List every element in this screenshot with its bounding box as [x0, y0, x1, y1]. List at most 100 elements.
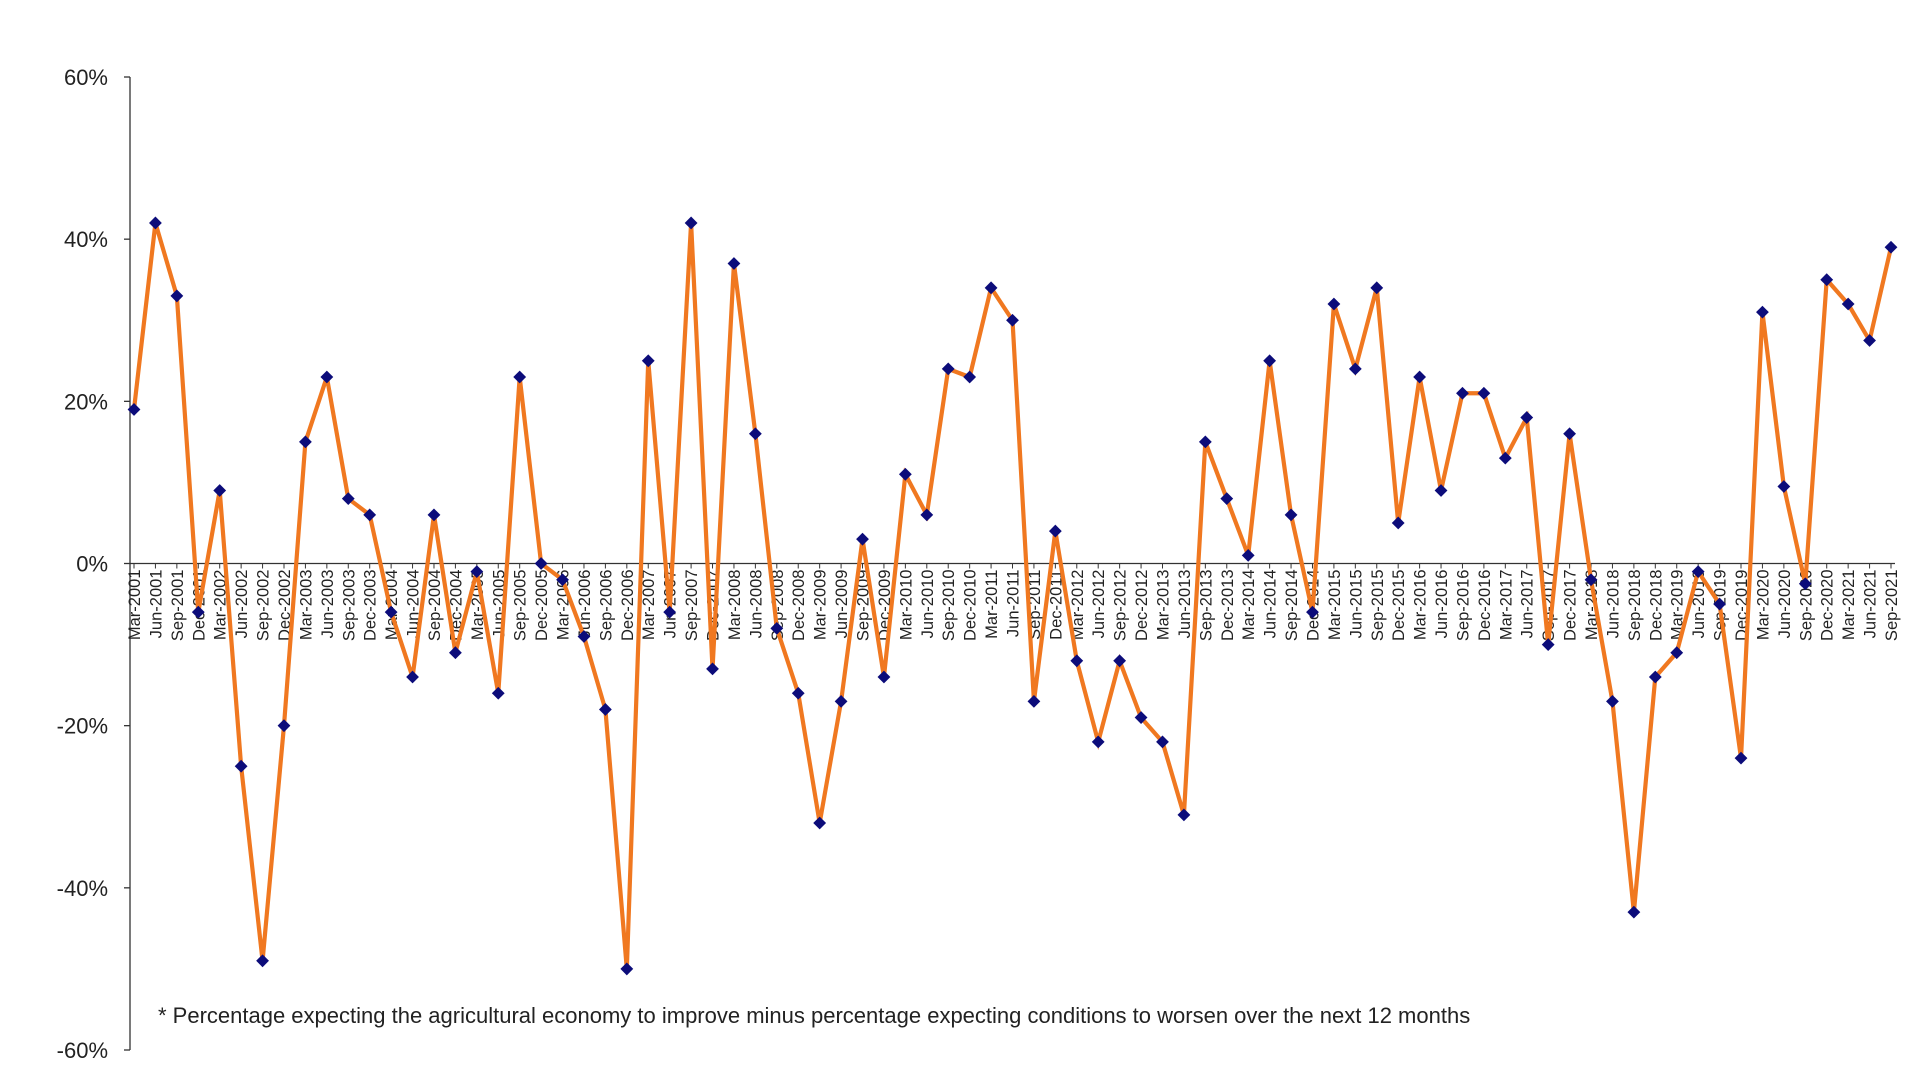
x-tick-label: Sep-2018 — [1626, 570, 1644, 642]
x-tick-label: Dec-2008 — [790, 570, 808, 642]
data-point — [1306, 605, 1319, 619]
data-point — [556, 573, 569, 587]
data-point — [1177, 808, 1191, 822]
x-tick-label: Jun-2003 — [319, 570, 337, 639]
data-point — [256, 954, 269, 968]
data-point — [1541, 638, 1555, 651]
x-tick-label: Sep-2015 — [1369, 570, 1387, 642]
x-tick-label: Jun-2002 — [233, 570, 251, 639]
x-tick-label: Dec-2011 — [1047, 570, 1065, 640]
data-point — [1627, 905, 1641, 919]
data-point — [1520, 411, 1534, 424]
data-point — [1798, 577, 1812, 591]
data-point — [1284, 508, 1298, 522]
x-tick-label: Mar-2013 — [1154, 570, 1172, 641]
x-tick-label: Sep-2010 — [940, 570, 958, 642]
data-point — [1498, 451, 1512, 465]
x-tick-label: Mar-2011 — [983, 570, 1001, 639]
x-tick-label: Jun-2017 — [1519, 570, 1537, 639]
data-point — [1327, 297, 1341, 311]
x-tick-label: Dec-2003 — [362, 570, 380, 642]
x-tick-label: Mar-2016 — [1412, 570, 1430, 641]
data-point — [1691, 565, 1705, 579]
x-tick-label: Jun-2006 — [576, 570, 594, 639]
x-tick-label: Jun-2013 — [1176, 570, 1194, 639]
data-point — [427, 508, 441, 522]
y-tick-label: 0% — [76, 552, 108, 577]
data-point — [1027, 694, 1041, 708]
x-tick-label: Jun-2008 — [747, 570, 765, 639]
data-point — [149, 216, 162, 230]
data-point — [127, 403, 141, 416]
x-tick-label: Jun-2014 — [1262, 570, 1280, 639]
data-point — [1263, 354, 1277, 368]
x-tick-label: Sep-2021 — [1883, 570, 1901, 642]
x-tick-label: Jun-2010 — [919, 570, 937, 639]
x-tick-label: Sep-2020 — [1797, 570, 1815, 642]
data-point — [1134, 711, 1148, 724]
x-tick-label: Mar-2007 — [640, 570, 658, 641]
data-point — [641, 354, 655, 368]
x-tick-label: Mar-2014 — [1240, 570, 1258, 641]
data-point — [1113, 654, 1127, 668]
x-tick-label: Jun-2012 — [1090, 570, 1108, 639]
data-point — [706, 662, 719, 676]
data-point — [1048, 524, 1062, 538]
data-point — [1584, 573, 1598, 587]
x-tick-label: Dec-2013 — [1219, 570, 1237, 642]
data-point — [663, 605, 677, 619]
data-point — [1777, 480, 1791, 493]
data-point — [1477, 386, 1491, 400]
data-point — [620, 962, 634, 976]
data-point — [341, 492, 355, 506]
data-point — [898, 467, 912, 481]
data-point — [684, 216, 698, 230]
data-point — [320, 370, 334, 384]
x-tick-label: Mar-2001 — [126, 570, 144, 641]
x-tick-label: Sep-2006 — [597, 570, 615, 642]
data-point — [491, 686, 505, 700]
data-point — [1241, 548, 1255, 562]
y-tick-label: -40% — [57, 876, 108, 901]
x-tick-label: Dec-2018 — [1647, 570, 1665, 642]
data-point — [813, 816, 827, 830]
x-tick-label: Mar-2021 — [1840, 570, 1858, 641]
x-tick-label: Mar-2010 — [897, 570, 915, 641]
data-point — [791, 686, 805, 700]
data-point — [449, 646, 462, 660]
x-tick-label: Sep-2013 — [1197, 570, 1215, 642]
x-tick-label: Sep-2012 — [1112, 570, 1130, 642]
x-tick-label: Mar-2008 — [726, 570, 744, 641]
data-point — [1820, 273, 1834, 287]
data-point — [1070, 654, 1084, 668]
data-point — [856, 532, 869, 546]
x-tick-label: Jun-2020 — [1776, 570, 1794, 639]
data-point — [598, 703, 612, 716]
data-point — [577, 630, 591, 643]
data-point — [1091, 735, 1105, 749]
x-tick-label: Jun-2016 — [1433, 570, 1451, 639]
data-point — [834, 694, 848, 708]
data-point — [1648, 670, 1662, 684]
x-tick-label: Jun-2001 — [147, 570, 165, 639]
x-tick-label: Dec-2016 — [1476, 570, 1494, 642]
data-point — [470, 565, 484, 579]
data-point — [1563, 427, 1576, 441]
data-point — [1413, 370, 1427, 384]
data-point — [1220, 492, 1234, 506]
data-point — [1606, 694, 1619, 708]
x-tick-label: Sep-2014 — [1283, 570, 1301, 642]
data-point — [877, 670, 891, 684]
data-point — [941, 362, 955, 376]
data-point — [1006, 313, 1019, 327]
x-tick-label: Sep-2002 — [255, 570, 273, 642]
data-point — [1713, 597, 1726, 611]
x-tick-label: Sep-2004 — [426, 570, 444, 642]
x-tick-label: Dec-2005 — [533, 570, 551, 642]
x-tick-label: Dec-2002 — [276, 570, 294, 642]
x-tick-label: Dec-2015 — [1390, 570, 1408, 642]
x-tick-label: Dec-2020 — [1819, 570, 1837, 642]
data-point — [920, 508, 934, 522]
data-point — [1156, 735, 1169, 749]
data-point — [406, 670, 419, 684]
